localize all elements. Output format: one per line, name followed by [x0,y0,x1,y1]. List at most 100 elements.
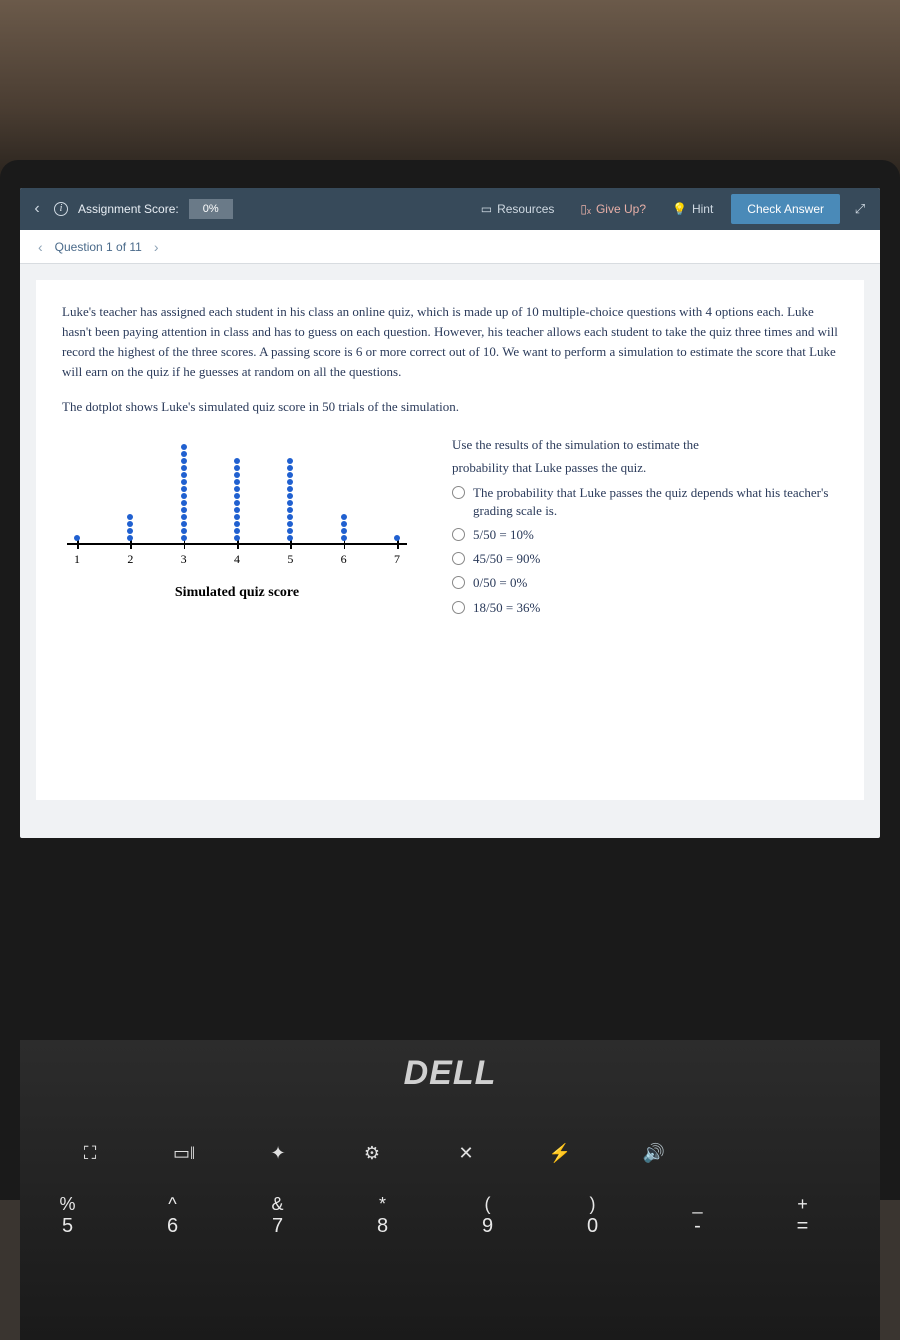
chart-column: 1234567 Simulated quiz score [62,435,412,623]
number-key: &7 [250,1194,305,1238]
dot [341,535,347,541]
x-axis-title: Simulated quiz score [62,585,412,601]
dot [127,514,133,520]
score-value: 0% [189,199,233,219]
number-key: += [775,1194,830,1238]
dot [181,528,187,534]
option-text: 0/50 = 0% [473,574,527,592]
photo-background [0,0,900,180]
passage-1: Luke's teacher has assigned each student… [62,302,838,383]
dot [287,465,293,471]
dot [181,479,187,485]
radio-icon[interactable] [452,528,465,541]
resources-button[interactable]: ▭ Resources [473,202,563,216]
dot [181,444,187,450]
dotplot: 1234567 [62,435,412,585]
question-card: Luke's teacher has assigned each student… [36,280,864,800]
number-key: )0 [565,1194,620,1238]
tick-label: 1 [74,552,80,567]
dot [234,500,240,506]
giveup-button[interactable]: ▯ₓ Give Up? [572,202,654,216]
screen: ‹ i Assignment Score: 0% ▭ Resources ▯ₓ … [20,188,880,838]
dot [287,486,293,492]
number-key: ^6 [145,1194,200,1238]
tick [77,540,79,549]
content-columns: 1234567 Simulated quiz score Use the res… [62,435,838,623]
dot [234,535,240,541]
dot [127,535,133,541]
answer-option[interactable]: 0/50 = 0% [452,574,838,592]
tick [397,540,399,549]
answer-option[interactable]: 45/50 = 90% [452,550,838,568]
dot [181,472,187,478]
laptop-deck: DELL ⛶▭‖✦⚙✕⚡🔊 %5^6&7*8(9)0_-+= [20,1040,880,1340]
dot [234,479,240,485]
dot [287,458,293,464]
answer-option[interactable]: 18/50 = 36% [452,599,838,617]
dot [234,521,240,527]
tick-label: 7 [394,552,400,567]
dot [287,500,293,506]
number-key: *8 [355,1194,410,1238]
radio-icon[interactable] [452,576,465,589]
option-text: 45/50 = 90% [473,550,540,568]
dell-logo: DELL [20,1040,880,1093]
fn-key: ⚡ [530,1143,590,1164]
dot [181,514,187,520]
dot [287,521,293,527]
dot [287,514,293,520]
radio-icon[interactable] [452,486,465,499]
dot [234,486,240,492]
giveup-icon: ▯ₓ [580,202,591,216]
dot [181,507,187,513]
bulb-icon: 💡 [672,202,687,216]
dot [234,472,240,478]
hint-button[interactable]: 💡 Hint [664,202,721,216]
dot [234,514,240,520]
tick-label: 4 [234,552,240,567]
dot [287,472,293,478]
back-icon[interactable]: ‹ [30,200,44,218]
tick [237,540,239,549]
fn-key: ⛶ [60,1143,120,1164]
info-icon[interactable]: i [54,202,68,216]
answer-option[interactable]: The probability that Luke passes the qui… [452,484,838,520]
expand-icon[interactable]: ⤢ [850,199,870,219]
dot [74,535,80,541]
fn-key: ▭‖ [154,1143,214,1164]
dot [287,528,293,534]
tick [290,540,292,549]
question-counter: Question 1 of 11 [55,240,142,254]
fn-key-row: ⛶▭‖✦⚙✕⚡🔊 [20,1143,880,1164]
score-label: Assignment Score: [78,202,179,216]
dot [287,507,293,513]
dot [234,528,240,534]
fn-key: ✕ [436,1143,496,1164]
tick-label: 2 [127,552,133,567]
question-prev-icon[interactable]: ‹ [38,239,43,255]
tick-label: 5 [287,552,293,567]
check-answer-button[interactable]: Check Answer [731,194,840,224]
tick [344,540,346,549]
answer-option[interactable]: 5/50 = 10% [452,526,838,544]
dot [181,521,187,527]
dot [127,528,133,534]
answer-column: Use the results of the simulation to est… [452,435,838,623]
dot [181,493,187,499]
dot [127,521,133,527]
radio-icon[interactable] [452,601,465,614]
option-text: The probability that Luke passes the qui… [473,484,838,520]
tick [184,540,186,549]
dot [234,458,240,464]
answer-prompt-1: Use the results of the simulation to est… [452,435,838,455]
dot [181,486,187,492]
tick-label: 6 [341,552,347,567]
radio-icon[interactable] [452,552,465,565]
fn-key: ✦ [248,1143,308,1164]
dot [234,465,240,471]
giveup-label: Give Up? [596,202,646,216]
tick [130,540,132,549]
number-key: %5 [40,1194,95,1238]
question-next-icon[interactable]: › [154,239,159,255]
number-key-row: %5^6&7*8(9)0_-+= [20,1194,880,1238]
